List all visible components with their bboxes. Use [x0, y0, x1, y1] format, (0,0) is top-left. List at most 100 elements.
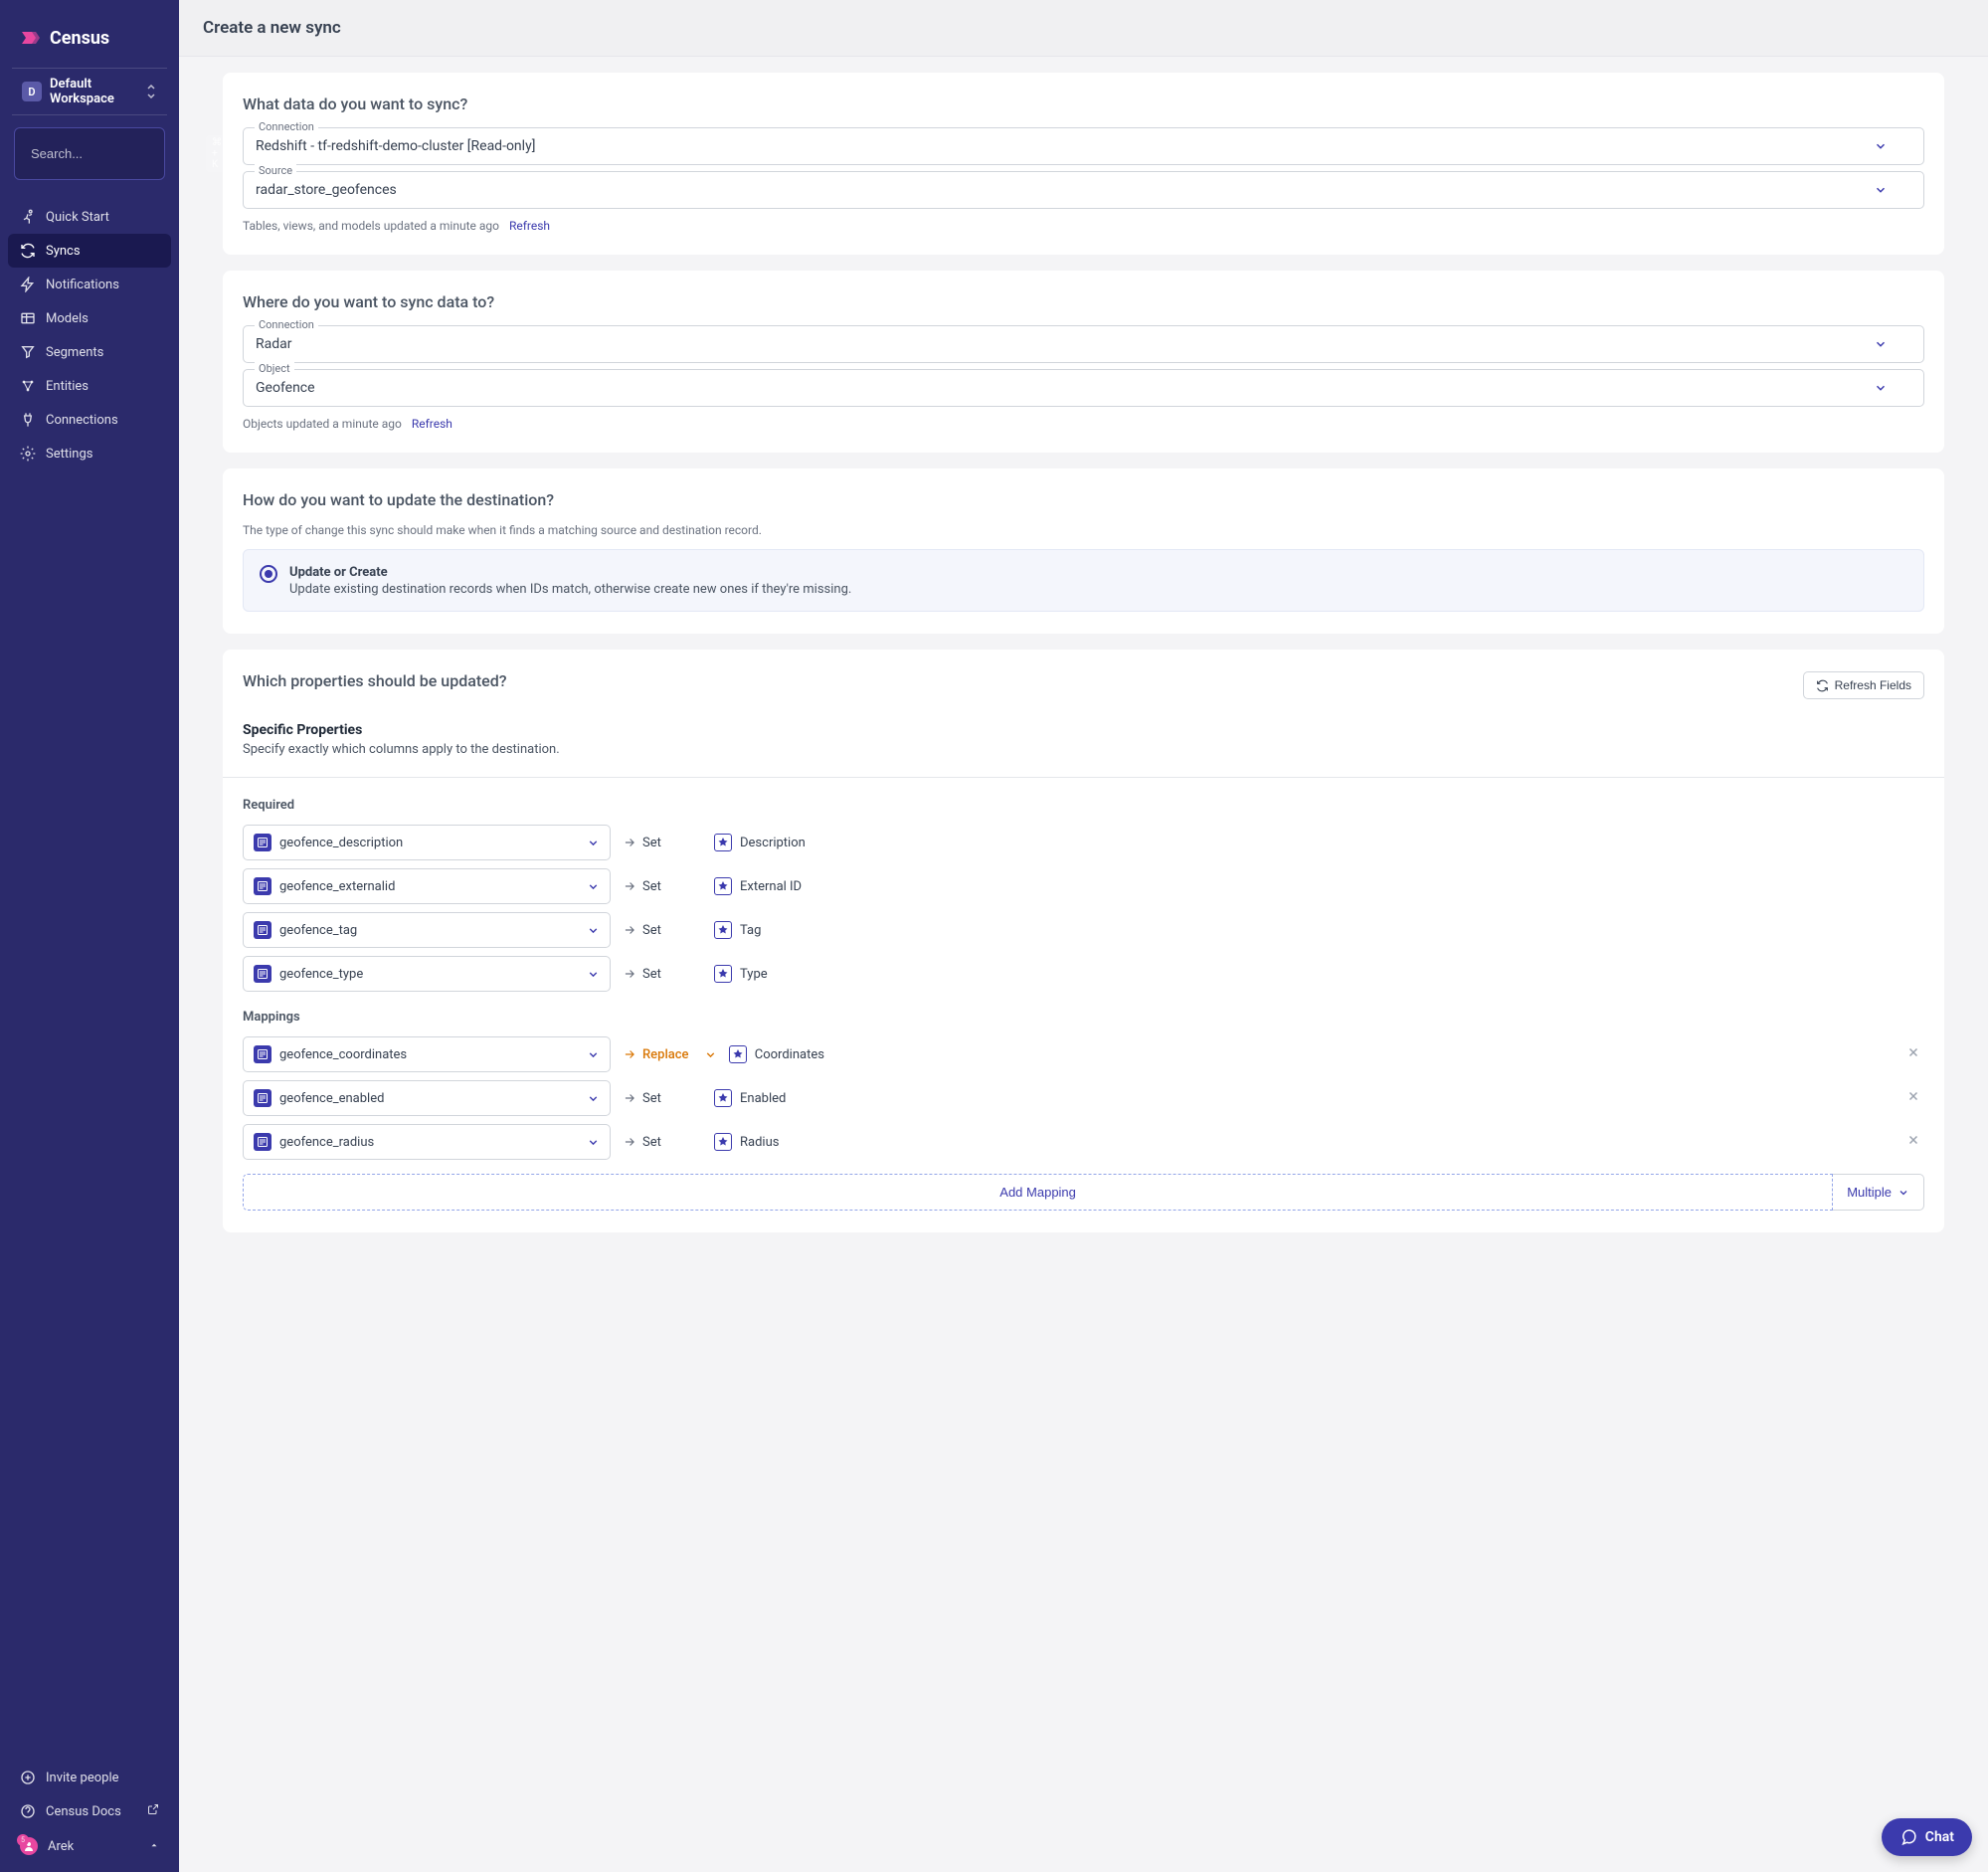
chevron-down-icon — [1874, 337, 1888, 351]
remove-mapping-button[interactable] — [1902, 1085, 1924, 1111]
help-icon — [20, 1803, 36, 1819]
chat-label: Chat — [1925, 1829, 1954, 1845]
nav-label: Settings — [46, 447, 92, 462]
search-input[interactable] — [31, 146, 206, 161]
sync-icon — [20, 243, 36, 259]
update-card-subtitle: The type of change this sync should make… — [243, 523, 1924, 537]
column-icon — [254, 1133, 271, 1151]
notification-badge: 5 — [17, 1834, 29, 1846]
nav-quick-start[interactable]: Quick Start — [8, 200, 171, 234]
external-link-icon — [147, 1803, 159, 1819]
source-column-select[interactable]: geofence_coordinates — [243, 1036, 611, 1072]
set-mode: Set — [623, 836, 702, 850]
nav-notifications[interactable]: Notifications — [8, 268, 171, 301]
source-connection-select[interactable]: Redshift - tf-redshift-demo-cluster [Rea… — [243, 127, 1924, 165]
props-card-title: Which properties should be updated? — [243, 671, 507, 690]
refresh-fields-button[interactable]: Refresh Fields — [1803, 671, 1924, 699]
gear-icon — [20, 446, 36, 462]
workspace-selector[interactable]: D Default Workspace — [12, 68, 167, 115]
running-icon — [20, 209, 36, 225]
destination-field: Radius — [714, 1133, 1891, 1151]
plug-icon — [20, 412, 36, 428]
source-card: What data do you want to sync? Connectio… — [223, 73, 1944, 255]
destination-field-name: External ID — [740, 879, 802, 894]
page-header: Create a new sync — [179, 0, 1988, 57]
source-object-select[interactable]: radar_store_geofences — [243, 171, 1924, 209]
nav-label: Models — [46, 311, 89, 326]
logo[interactable]: Census — [12, 12, 167, 68]
nav-label: Entities — [46, 379, 89, 394]
workspace-badge: D — [22, 82, 42, 101]
nav-connections[interactable]: Connections — [8, 403, 171, 437]
mapping-row: geofence_radius Set Radius — [243, 1124, 1924, 1160]
nav-census-docs[interactable]: Census Docs — [8, 1794, 171, 1828]
destination-icon — [714, 1133, 732, 1151]
chevron-down-icon — [1898, 1187, 1909, 1199]
specific-properties: Specific Properties Specify exactly whic… — [243, 722, 1924, 757]
destination-icon — [714, 834, 732, 851]
source-column-select[interactable]: geofence_radius — [243, 1124, 611, 1160]
mapping-row: geofence_description Set Description — [243, 825, 1924, 860]
source-column-name: geofence_externalid — [279, 879, 587, 894]
button-label: Refresh Fields — [1835, 678, 1911, 692]
search-input-wrapper[interactable]: ⌘ + K — [14, 127, 165, 180]
source-column-name: geofence_radius — [279, 1135, 587, 1150]
source-card-title: What data do you want to sync? — [243, 94, 1924, 113]
chevron-up-down-icon — [145, 84, 157, 99]
properties-card: Which properties should be updated? Refr… — [223, 650, 1944, 1232]
destination-card-title: Where do you want to sync data to? — [243, 292, 1924, 311]
source-column-select[interactable]: geofence_tag — [243, 912, 611, 948]
destination-field: Description — [714, 834, 1924, 851]
nav-settings[interactable]: Settings — [8, 437, 171, 470]
nav-label: Syncs — [46, 244, 81, 259]
replace-mode[interactable]: Replace — [623, 1047, 717, 1062]
divider — [223, 777, 1944, 778]
add-mapping-button[interactable]: Add Mapping — [243, 1174, 1833, 1211]
filter-icon — [20, 344, 36, 360]
column-icon — [254, 1089, 271, 1107]
source-column-name: geofence_description — [279, 836, 587, 850]
field-value: Redshift - tf-redshift-demo-cluster [Rea… — [256, 138, 535, 154]
destination-icon — [729, 1045, 747, 1063]
field-label: Connection — [255, 120, 318, 133]
user-name: Arek — [48, 1839, 74, 1854]
multiple-button[interactable]: Multiple — [1833, 1174, 1924, 1211]
source-column-select[interactable]: geofence_externalid — [243, 868, 611, 904]
remove-mapping-button[interactable] — [1902, 1041, 1924, 1067]
main-nav: Quick Start Syncs Notifications Models S… — [0, 192, 179, 478]
source-column-select[interactable]: geofence_type — [243, 956, 611, 992]
network-icon — [20, 378, 36, 394]
field-label: Connection — [255, 318, 318, 331]
set-mode: Set — [623, 879, 702, 894]
field-value: Geofence — [256, 380, 315, 396]
source-column-select[interactable]: geofence_description — [243, 825, 611, 860]
update-mode-option[interactable]: Update or Create Update existing destina… — [243, 549, 1924, 612]
dest-object-select[interactable]: Geofence — [243, 369, 1924, 407]
source-column-select[interactable]: geofence_enabled — [243, 1080, 611, 1116]
nav-segments[interactable]: Segments — [8, 335, 171, 369]
dest-connection-select[interactable]: Radar — [243, 325, 1924, 363]
nav-syncs[interactable]: Syncs — [8, 234, 171, 268]
source-column-name: geofence_enabled — [279, 1091, 587, 1106]
nav-entities[interactable]: Entities — [8, 369, 171, 403]
refresh-icon — [1816, 679, 1829, 692]
remove-mapping-button[interactable] — [1902, 1129, 1924, 1155]
refresh-link[interactable]: Refresh — [412, 417, 452, 431]
field-label: Object — [255, 362, 294, 375]
mapping-row: geofence_coordinatesReplace Coordinates — [243, 1036, 1924, 1072]
plus-circle-icon — [20, 1770, 36, 1785]
mode-label: Set — [642, 879, 661, 894]
mapping-row: geofence_typeSetType — [243, 956, 1924, 992]
chat-widget[interactable]: Chat — [1882, 1818, 1972, 1856]
mapping-row: geofence_enabledSetEnabled — [243, 1080, 1924, 1116]
refresh-link[interactable]: Refresh — [509, 219, 550, 233]
update-card-title: How do you want to update the destinatio… — [243, 490, 1924, 509]
mode-label: Set — [642, 1135, 661, 1150]
destination-field-name: Description — [740, 836, 806, 850]
dest-status: Objects updated a minute ago Refresh — [243, 417, 1924, 431]
mode-label: Replace — [642, 1047, 689, 1062]
nav-user-menu[interactable]: 5 Arek — [8, 1828, 171, 1864]
nav-invite-people[interactable]: Invite people — [8, 1761, 171, 1794]
nav-models[interactable]: Models — [8, 301, 171, 335]
field-label: Source — [255, 164, 296, 177]
